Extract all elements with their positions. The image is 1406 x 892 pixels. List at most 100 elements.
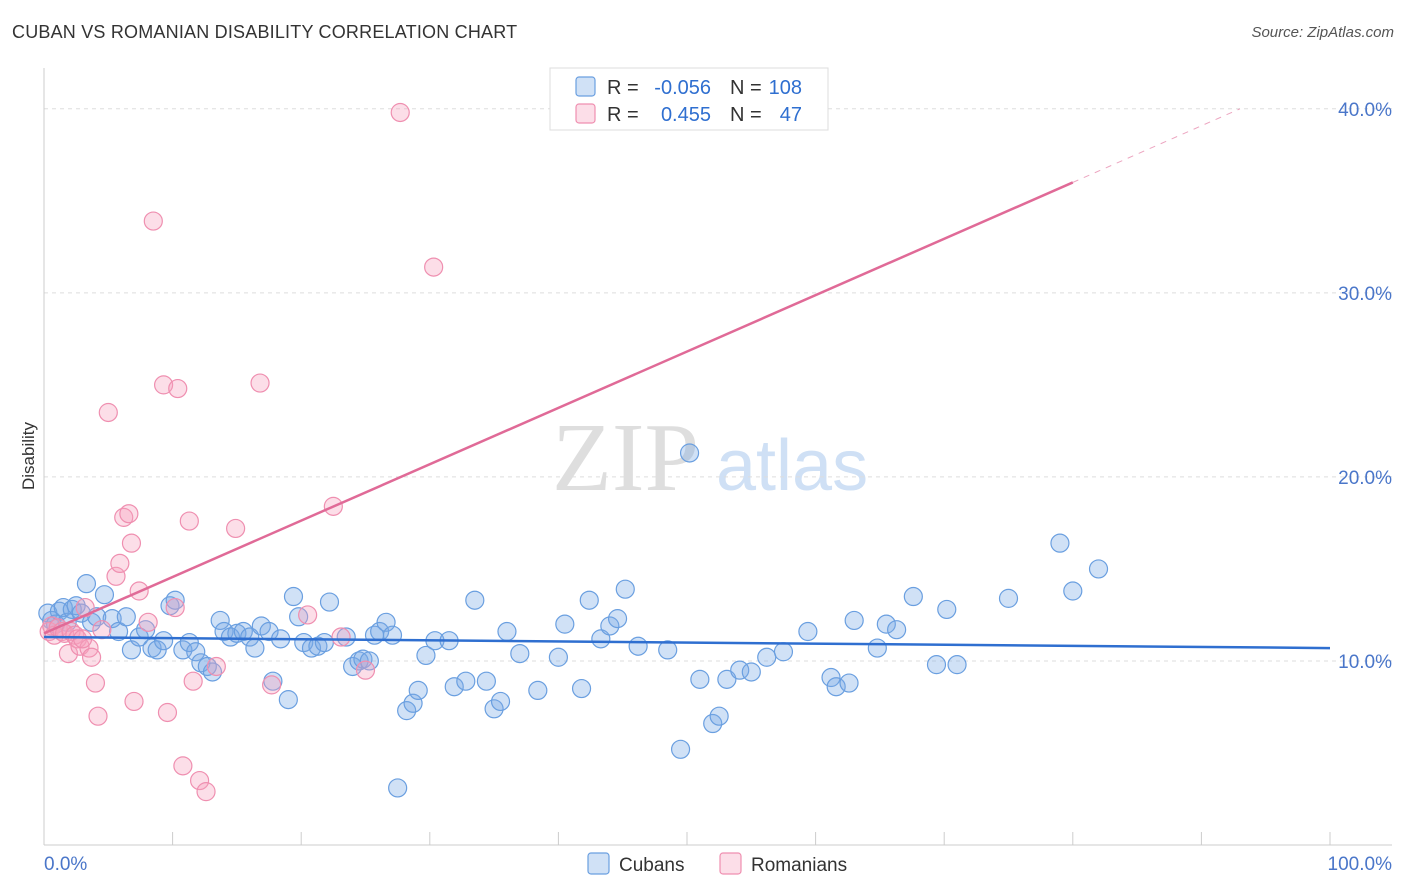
cubans-point <box>670 739 691 759</box>
legend-box <box>549 67 829 131</box>
cubans-point <box>1088 559 1109 579</box>
romanians-point <box>153 375 174 395</box>
gridlines <box>44 108 1392 662</box>
legend-r-label-romanians: R = <box>607 104 639 126</box>
cubans-point <box>108 621 129 642</box>
x-tick-label-max: 100.0% <box>1328 854 1393 875</box>
bottom-legend-swatch-romanians <box>719 852 742 875</box>
cubans-point <box>757 647 777 667</box>
cubans-point <box>798 621 818 642</box>
cubans-point <box>210 610 230 631</box>
cubans-point <box>867 638 887 658</box>
cubans-point <box>821 667 841 688</box>
romanians-point <box>85 673 106 693</box>
cubans-point <box>382 625 403 645</box>
cubans-point <box>353 649 373 669</box>
cubans-point <box>579 590 599 610</box>
cubans-point <box>839 673 859 693</box>
cubans-point <box>308 636 328 656</box>
cubans-point <box>336 627 356 647</box>
romanians-point <box>168 378 188 399</box>
legend-swatch-cubans <box>575 76 596 97</box>
romanians-point <box>250 373 270 393</box>
cubans-point <box>947 655 967 675</box>
cubans-point <box>153 631 174 651</box>
romanians-point <box>124 691 144 712</box>
trend-lines <box>43 108 1331 650</box>
romanians-point <box>81 647 102 667</box>
cubans-point <box>94 585 115 605</box>
romanians-point <box>355 660 376 680</box>
x-tick-label-min: 0.0% <box>44 854 87 875</box>
romanians-point <box>72 629 93 649</box>
cubans-point <box>548 647 569 667</box>
legend-n-value-cubans: 108 <box>769 77 802 99</box>
romanians-point <box>114 507 134 527</box>
cubans-point <box>887 620 907 640</box>
legend-n-label-romanians: N = <box>730 104 762 126</box>
cubans-point <box>465 590 485 610</box>
cubans-point <box>408 680 428 701</box>
axes <box>43 68 1392 846</box>
watermark-zip: ZIP <box>552 404 699 512</box>
romanians-point <box>143 211 163 231</box>
cubans-point <box>444 677 464 697</box>
cubans-point <box>245 638 265 658</box>
romanians-point <box>157 702 178 723</box>
cubans-point <box>476 671 496 691</box>
bottom-legend-label-cubans: Cubans <box>619 855 685 876</box>
cubans-point <box>456 671 476 691</box>
y-tick-label: 40.0% <box>1338 100 1392 121</box>
romanians-point <box>331 627 351 647</box>
cubans-point <box>937 599 957 620</box>
cubans-point <box>903 586 923 607</box>
source-label: Source: ZipAtlas.com <box>1251 24 1394 41</box>
legend-r-label-cubans: R = <box>607 77 639 99</box>
romanians-point <box>58 643 79 664</box>
y-tick-label: 30.0% <box>1338 284 1392 305</box>
cubans-point <box>658 640 678 660</box>
cubans-point <box>397 701 417 721</box>
cubans-point <box>528 680 548 701</box>
romanians-point <box>121 533 142 553</box>
cubans-point <box>314 632 334 653</box>
cubans-point <box>283 586 304 607</box>
cubans-point <box>76 574 97 594</box>
watermark-atlas: atlas <box>716 426 868 506</box>
cubans-point <box>116 607 136 627</box>
romanians-point <box>98 402 118 423</box>
series-romanians <box>39 102 444 802</box>
legend-r-value-cubans: -0.056 <box>654 77 711 99</box>
cubans-point <box>240 627 260 647</box>
romanians-point <box>138 612 158 632</box>
cubans-point <box>741 662 761 682</box>
romanians-point <box>179 511 199 531</box>
legend-n-label-cubans: N = <box>730 77 762 99</box>
cubans-point <box>844 610 864 631</box>
cubans-point <box>497 621 517 642</box>
cubans-point <box>165 590 185 610</box>
romanians-point <box>424 257 444 277</box>
romanians-point <box>190 770 210 791</box>
romanians-point <box>196 782 216 802</box>
romanians-point <box>88 706 108 726</box>
romanians-point <box>298 605 318 625</box>
bottom-legend: Cubans Romanians <box>587 852 847 876</box>
romanians-point <box>119 504 139 524</box>
cubans-point <box>826 677 846 697</box>
cubans-point <box>388 778 408 798</box>
trend-line-romanians <box>43 181 1074 635</box>
cubans-point <box>690 669 710 689</box>
cubans-point <box>1063 581 1083 601</box>
cubans-point <box>484 699 504 719</box>
cubans-point <box>490 691 511 712</box>
romanians-point <box>173 756 193 776</box>
bottom-legend-swatch-cubans <box>587 852 610 875</box>
romanians-point <box>226 518 246 539</box>
cubans-point <box>876 614 896 634</box>
romanians-point <box>183 671 203 691</box>
cubans-point <box>773 642 794 662</box>
cubans-point <box>571 678 592 699</box>
romanians-point <box>110 553 130 574</box>
trend-line-cubans <box>43 635 1331 650</box>
